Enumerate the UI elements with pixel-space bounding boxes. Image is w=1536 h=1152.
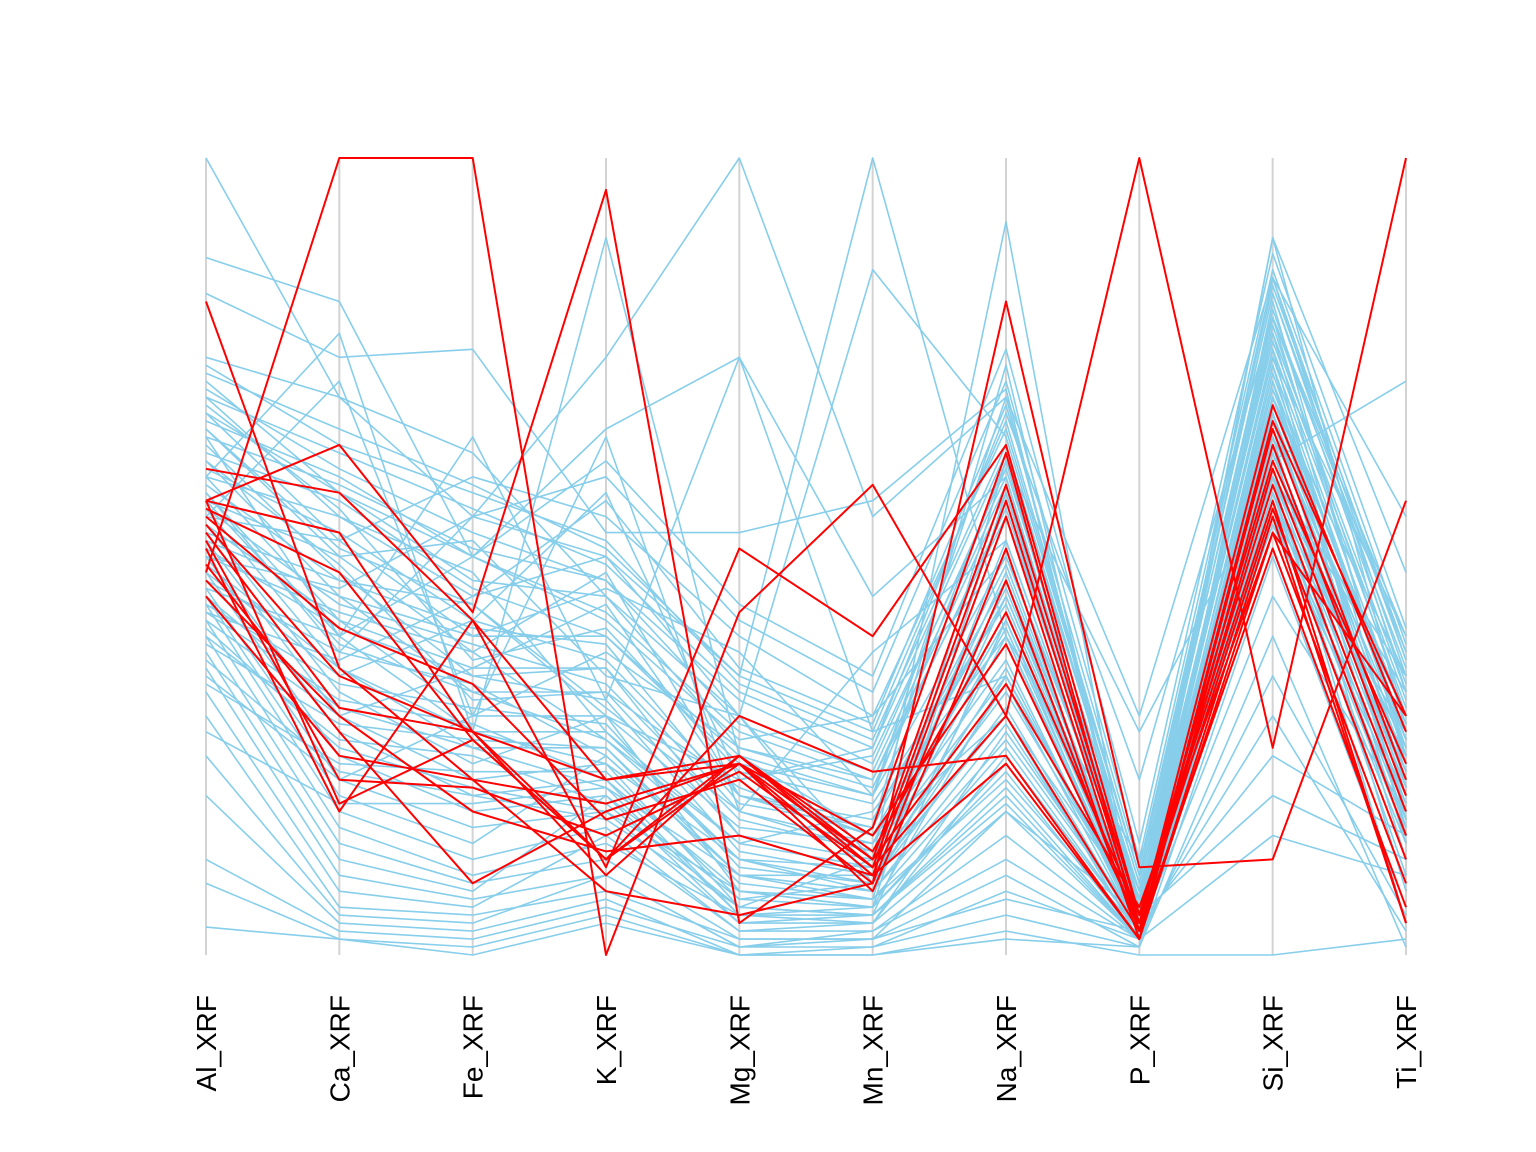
highlight-series-line-3 [205,188,1407,933]
highlight-series-line-9 [205,483,1407,917]
background-series-line-28 [205,475,1407,956]
background-series-group [205,157,1407,956]
highlight-series-line-1 [205,300,1407,917]
axis-label-al_xrf: Al_XRF [191,995,222,1091]
background-series-line-37 [205,460,1407,797]
background-series-line-59 [205,348,1407,909]
axis-label-mn_xrf: Mn_XRF [858,995,889,1105]
highlight-series-group [205,157,1407,956]
background-series-line-75 [205,276,1407,877]
background-series-line-52 [205,420,1407,924]
highlight-series-line-11 [205,531,1407,909]
axis-label-k_xrf: K_XRF [591,995,622,1085]
background-series-line-24 [205,667,1407,948]
background-series-line-29 [205,715,1407,948]
highlight-series-line-15 [205,531,1407,941]
background-series-line-51 [205,396,1407,916]
highlight-series-line-10 [205,507,1407,925]
background-series-line-69 [205,292,1407,877]
highlight-series-line-4 [205,459,1407,917]
axis-labels: Al_XRF Ca_XRF Fe_XRF K_XRF Mg_XRF Mn_XRF Na_XR… [191,995,1422,1105]
highlight-series-line-12 [205,540,1407,933]
axis-label-si_xrf: Si_XRF [1258,995,1289,1091]
axis-label-na_xrf: Na_XRF [991,995,1022,1102]
background-series-line-27 [205,755,1407,948]
background-series-line-31 [205,635,1407,956]
highlight-series-line-13 [205,500,1407,941]
axis-label-p_xrf: P_XRF [1124,995,1155,1085]
axis-label-fe_xrf: Fe_XRF [458,995,489,1099]
axis-label-mg_xrf: Mg_XRF [724,995,755,1105]
highlight-series-line-2 [205,157,1407,956]
background-series-line-58 [205,332,1407,901]
highlight-series-line-7 [205,443,1407,941]
background-series-line-71 [205,252,1407,845]
background-series-line-73 [205,308,1407,893]
axis-label-ca_xrf: Ca_XRF [324,995,355,1102]
highlight-series-line-14 [205,443,1407,924]
background-series-line-74 [205,292,1407,885]
background-series-line-70 [205,268,1407,861]
background-series-line-60 [205,388,1407,916]
axis-label-ti_xrf: Ti_XRF [1391,995,1422,1089]
background-series-line-25 [205,691,1407,932]
